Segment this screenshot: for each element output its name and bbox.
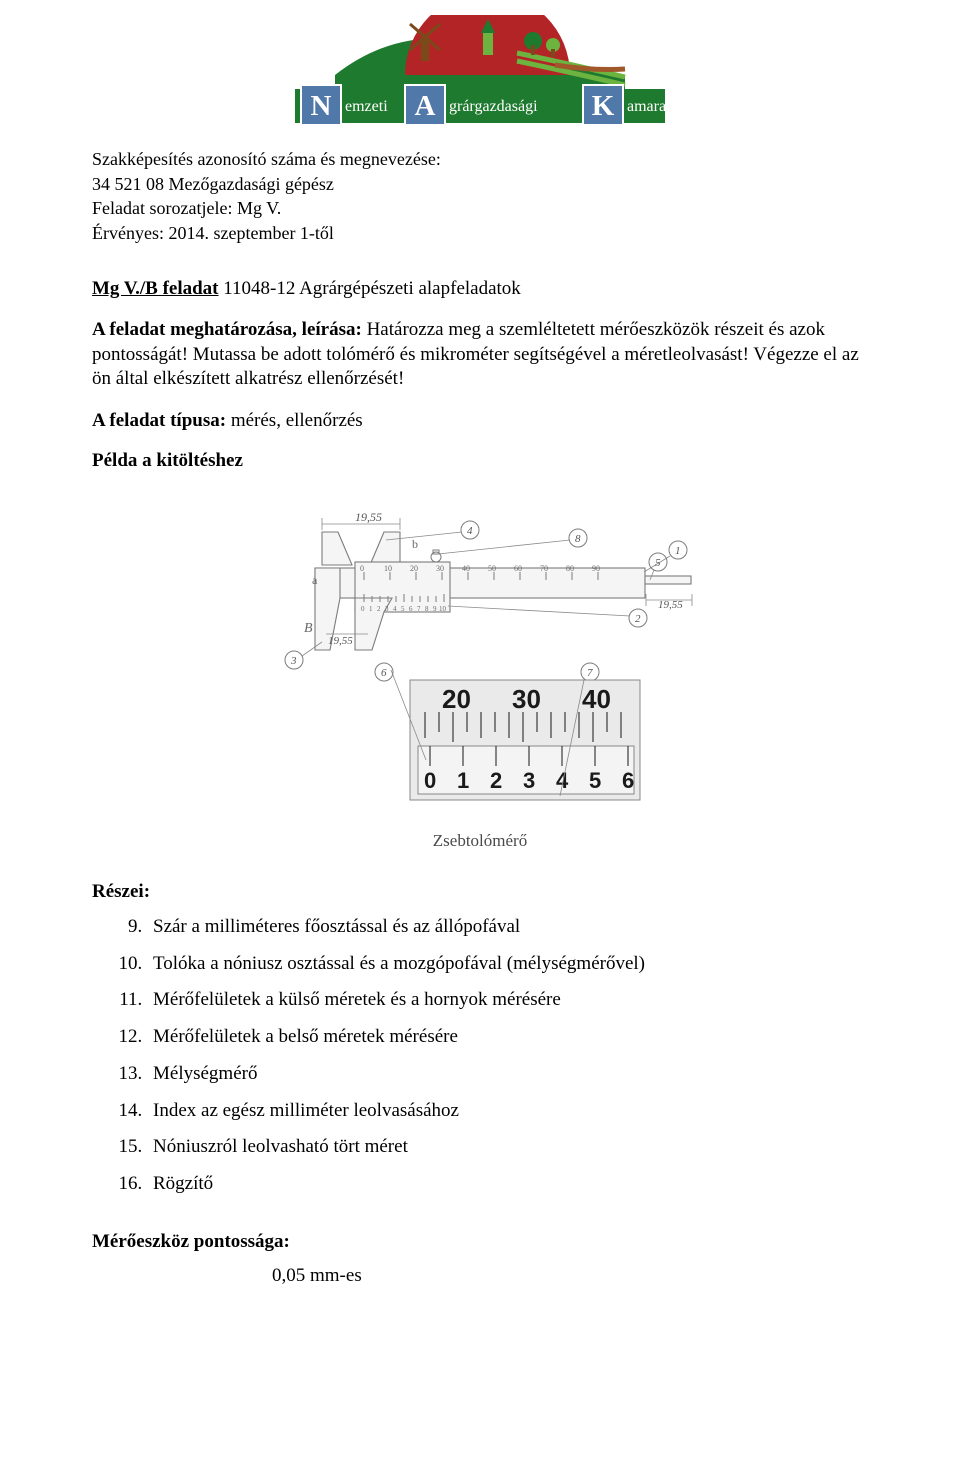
svg-text:3: 3: [523, 768, 535, 793]
svg-text:4: 4: [393, 605, 397, 613]
header-block: Szakképesítés azonosító száma és megneve…: [92, 148, 868, 244]
svg-text:8: 8: [575, 533, 581, 545]
svg-text:5: 5: [401, 605, 405, 613]
figure-caption: Zsebtolómérő: [92, 831, 868, 851]
logo-initial-A: A: [415, 90, 436, 122]
figure-block: 19,55 0: [92, 510, 868, 825]
logo-initial-K: K: [592, 90, 615, 122]
svg-text:30: 30: [436, 564, 444, 573]
parts-item: Mérőfelületek a külső méretek és a horny…: [147, 988, 868, 1013]
svg-text:70: 70: [540, 564, 548, 573]
svg-text:1: 1: [675, 545, 681, 557]
parts-item: Mélységmérő: [147, 1062, 868, 1087]
svg-text:6: 6: [381, 667, 387, 679]
task-desc-lead: A feladat meghatározása, leírása:: [92, 319, 362, 340]
svg-text:40: 40: [462, 564, 470, 573]
caliper-figure: 19,55 0: [260, 510, 700, 825]
svg-text:7: 7: [587, 667, 593, 679]
parts-heading: Részei:: [92, 881, 868, 903]
header-line-2: 34 521 08 Mezőgazdasági gépész: [92, 173, 868, 196]
fig-callouts: 1 2 3 4 5 6 7 8: [285, 521, 687, 681]
svg-text:90: 90: [592, 564, 600, 573]
nak-logo: N A K emzeti grárgazdasági amara: [295, 15, 665, 130]
fig-label-a: a: [312, 573, 318, 587]
task-code: Mg V./B feladat: [92, 278, 219, 299]
document-page: N A K emzeti grárgazdasági amara Szakkép…: [0, 0, 960, 1481]
parts-item: Mérőfelületek a belső méretek mérésére: [147, 1025, 868, 1050]
svg-text:0: 0: [424, 768, 436, 793]
svg-text:3: 3: [290, 655, 297, 667]
example-heading: Példa a kitöltéshez: [92, 450, 868, 472]
logo-word-kamara: amara: [627, 98, 665, 115]
svg-text:4: 4: [556, 768, 569, 793]
header-line-3: Feladat sorozatjele: Mg V.: [92, 197, 868, 220]
parts-item: Nóniuszról leolvasható tört méret: [147, 1135, 868, 1160]
svg-text:6: 6: [622, 768, 634, 793]
parts-item: Rögzítő: [147, 1172, 868, 1197]
svg-text:20: 20: [442, 684, 471, 714]
fig-dim-top: 19,55: [355, 510, 382, 524]
logo-initial-N: N: [311, 90, 332, 122]
svg-text:0: 0: [361, 605, 365, 613]
svg-text:6: 6: [409, 605, 413, 613]
header-line-4: Érvényes: 2014. szeptember 1-től: [92, 222, 868, 245]
task-code-rest: 11048-12 Agrárgépészeti alapfeladatok: [219, 278, 521, 299]
fig-label-b: b: [412, 537, 418, 551]
svg-text:2: 2: [377, 605, 381, 613]
logo-container: N A K emzeti grárgazdasági amara: [92, 15, 868, 130]
svg-text:10: 10: [439, 605, 447, 613]
svg-text:40: 40: [582, 684, 611, 714]
fig-closeup: 20 30 40: [410, 680, 640, 800]
svg-text:2: 2: [490, 768, 502, 793]
svg-text:8: 8: [425, 605, 429, 613]
task-title: Mg V./B feladat 11048-12 Agrárgépészeti …: [92, 278, 868, 300]
svg-text:7: 7: [417, 605, 421, 613]
svg-text:1: 1: [369, 605, 373, 613]
precision-value: 0,05 mm-es: [272, 1265, 868, 1287]
parts-list: Szár a milliméteres főosztással és az ál…: [92, 915, 868, 1197]
fig-dim-lb: 19,55: [328, 635, 353, 647]
svg-text:10: 10: [384, 564, 392, 573]
fig-label-B: B: [304, 621, 313, 636]
task-type-label: A feladat típusa:: [92, 410, 226, 431]
task-type-value: mérés, ellenőrzés: [226, 410, 363, 431]
svg-text:0: 0: [360, 564, 364, 573]
task-type: A feladat típusa: mérés, ellenőrzés: [92, 410, 868, 432]
svg-text:50: 50: [488, 564, 496, 573]
task-description: A feladat meghatározása, leírása: Határo…: [92, 318, 868, 392]
logo-word-agrar: grárgazdasági: [449, 98, 538, 115]
parts-item: Index az egész milliméter leolvasásához: [147, 1099, 868, 1124]
svg-text:30: 30: [512, 684, 541, 714]
svg-text:5: 5: [589, 768, 601, 793]
svg-text:60: 60: [514, 564, 522, 573]
svg-text:20: 20: [410, 564, 418, 573]
svg-text:1: 1: [457, 768, 469, 793]
svg-text:9: 9: [433, 605, 437, 613]
fig-dim-right: 19,55: [658, 599, 683, 611]
svg-text:4: 4: [467, 525, 473, 537]
precision-heading: Mérőeszköz pontossága:: [92, 1231, 868, 1253]
svg-text:80: 80: [566, 564, 574, 573]
logo-word-nemzeti: emzeti: [345, 98, 388, 115]
svg-text:3: 3: [385, 605, 389, 613]
svg-text:2: 2: [635, 613, 641, 625]
svg-text:5: 5: [655, 557, 661, 569]
parts-item: Szár a milliméteres főosztással és az ál…: [147, 915, 868, 940]
parts-item: Tolóka a nóniusz osztással és a mozgópof…: [147, 952, 868, 977]
header-line-1: Szakképesítés azonosító száma és megneve…: [92, 148, 868, 171]
